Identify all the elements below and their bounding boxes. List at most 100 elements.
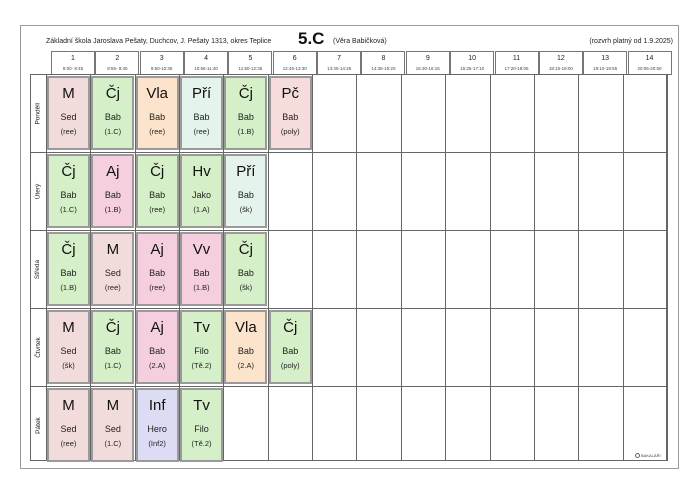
- lesson-subject: Pč: [281, 85, 299, 102]
- day-label: Čtvrtek: [30, 308, 46, 386]
- lesson-teacher: Filo: [194, 346, 209, 356]
- lesson-subject: M: [106, 397, 120, 414]
- period-header: 6 12:45-13:30: [272, 51, 317, 75]
- lesson-cell[interactable]: Čj Bab (1.C): [91, 310, 135, 384]
- school-name: Základní škola Jaroslava Pešaty, Duchcov…: [46, 38, 272, 45]
- lesson-subject: Čj: [238, 85, 253, 102]
- lesson-room: (1.C): [104, 439, 122, 448]
- day-label: Úterý: [30, 152, 46, 230]
- period-time: 19:10-19:55: [593, 66, 618, 71]
- period-number: 6: [292, 55, 297, 62]
- lesson-teacher: Bab: [193, 112, 210, 122]
- grid-line: [223, 74, 225, 461]
- period-header: 10 16:25-17:10: [450, 51, 495, 75]
- lesson-cell[interactable]: Vla Bab (2.A): [224, 310, 268, 384]
- lesson-teacher: Bab: [237, 346, 254, 356]
- lesson-subject: Inf: [148, 397, 166, 414]
- lesson-cell[interactable]: Pří Bab (šk): [224, 154, 268, 228]
- period-header: 2 8:55- 9:40: [95, 51, 140, 75]
- lesson-cell[interactable]: M Sed (ree): [47, 388, 90, 462]
- lesson-teacher: Bab: [60, 268, 77, 278]
- lesson-cell[interactable]: M Sed (1.C): [91, 388, 135, 462]
- lesson-cell[interactable]: Čj Bab (1.C): [91, 76, 135, 150]
- lesson-room: (ree): [60, 439, 77, 448]
- grid-line: [312, 74, 314, 461]
- lesson-room: (1.B): [237, 127, 255, 136]
- lesson-cell[interactable]: M Sed (ree): [91, 232, 135, 306]
- lesson-room: (ree): [149, 127, 166, 136]
- lesson-teacher: Bab: [60, 190, 77, 200]
- grid-line: [46, 74, 47, 461]
- lesson-cell[interactable]: M Sed (ree): [47, 76, 90, 150]
- lesson-cell[interactable]: Vla Bab (ree): [135, 76, 179, 150]
- lesson-cell[interactable]: Aj Bab (1.B): [91, 154, 135, 228]
- period-header: 12 18:15-19:00: [538, 51, 583, 75]
- period-number: 4: [204, 55, 208, 62]
- lesson-teacher: Jako: [192, 190, 212, 200]
- grid-line: [400, 74, 402, 461]
- lesson-teacher: Bab: [149, 190, 166, 200]
- period-header: 4 10:55-11:40: [184, 51, 229, 75]
- grid-line: [489, 74, 491, 461]
- grid-line: [445, 74, 447, 461]
- lesson-subject: Pří: [191, 85, 212, 102]
- lesson-room: (ree): [149, 283, 166, 292]
- lesson-cell[interactable]: Pč Bab (poly): [268, 76, 312, 150]
- lesson-room: (1.C): [104, 361, 122, 370]
- grid-line: [666, 74, 668, 461]
- lesson-room: (šk): [62, 361, 75, 370]
- grid-line: [666, 74, 667, 461]
- lesson-cell[interactable]: Vv Bab (1.B): [180, 232, 224, 306]
- lesson-cell[interactable]: Čj Bab (1.B): [47, 232, 90, 306]
- period-number: 10: [468, 55, 477, 62]
- lesson-room: (ree): [149, 205, 166, 214]
- period-header: 8 14:35-15:20: [361, 51, 406, 75]
- schedule-validity: (rozvrh platný od 1.9.2025): [589, 38, 673, 45]
- lesson-room: (poly): [280, 361, 300, 370]
- lesson-room: (Tě.2): [191, 439, 212, 448]
- period-header: 7 13:40-14:25: [317, 51, 362, 75]
- day-row: [30, 74, 667, 152]
- lesson-teacher: Sed: [60, 346, 77, 356]
- lesson-teacher: Bab: [237, 112, 254, 122]
- period-number: 9: [425, 55, 430, 62]
- lesson-subject: Pří: [236, 163, 256, 180]
- period-number: 8: [381, 55, 386, 62]
- lesson-subject: Čj: [61, 163, 76, 180]
- period-time: 20:05-20:50: [637, 66, 662, 71]
- lesson-subject: M: [62, 319, 75, 336]
- lesson-cell[interactable]: Inf Hero (Inf2): [135, 388, 179, 462]
- lesson-cell[interactable]: Čj Bab (ree): [135, 154, 179, 228]
- lesson-subject: Vla: [235, 319, 257, 336]
- lesson-cell[interactable]: Aj Bab (ree): [135, 232, 179, 306]
- lesson-cell[interactable]: Čj Bab (1.C): [47, 154, 90, 228]
- lesson-cell[interactable]: Aj Bab (2.A): [135, 310, 179, 384]
- grid-line: [267, 74, 269, 461]
- lesson-cell[interactable]: Tv Filo (Tě.2): [180, 388, 224, 462]
- lesson-cell[interactable]: Pří Bab (ree): [180, 76, 224, 150]
- lesson-cell[interactable]: Čj Bab (poly): [268, 310, 312, 384]
- lesson-subject: Čj: [150, 163, 165, 180]
- lesson-subject: Hv: [192, 163, 211, 180]
- period-number: 1: [71, 55, 75, 62]
- lesson-room: (ree): [104, 283, 121, 292]
- lesson-cell[interactable]: M Sed (šk): [47, 310, 90, 384]
- lesson-teacher: Bab: [104, 190, 121, 200]
- lesson-cell[interactable]: Tv Filo (Tě.2): [180, 310, 224, 384]
- period-number: 5: [248, 55, 253, 62]
- grid-line: [533, 74, 535, 461]
- lesson-cell[interactable]: Čj Bab (1.B): [224, 76, 268, 150]
- lesson-subject: M: [106, 241, 120, 258]
- lesson-cell[interactable]: Čj Bab (šk): [224, 232, 268, 306]
- grid-line: [90, 74, 92, 461]
- lesson-subject: M: [62, 397, 75, 414]
- lesson-room: (2.A): [237, 361, 255, 370]
- day-name: Pátek: [34, 416, 42, 434]
- day-label: Pondělí: [30, 74, 46, 152]
- lesson-teacher: Bab: [193, 268, 210, 278]
- lesson-cell[interactable]: Hv Jako (1.A): [180, 154, 224, 228]
- lesson-room: (Inf2): [148, 439, 166, 448]
- lesson-room: (šk): [239, 283, 253, 292]
- lesson-teacher: Bab: [104, 112, 121, 122]
- lesson-subject: Vla: [146, 85, 169, 102]
